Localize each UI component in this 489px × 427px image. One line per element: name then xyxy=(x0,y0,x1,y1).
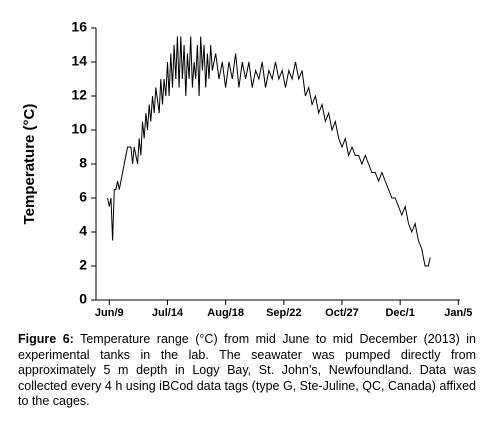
y-tick-label: 0 xyxy=(79,291,87,307)
x-tick-label: Jun/9 xyxy=(95,307,124,319)
caption-text: Temperature range (°C) from mid June to … xyxy=(18,332,476,408)
x-tick-label: Jan/5 xyxy=(444,307,472,319)
x-tick-label: Sep/22 xyxy=(266,307,301,319)
caption: Figure 6: Temperature range (°C) from mi… xyxy=(18,332,476,410)
x-tick-label: Jul/14 xyxy=(152,307,184,319)
y-tick-label: 2 xyxy=(79,257,87,273)
y-tick-label: 4 xyxy=(79,223,87,239)
x-tick-label: Aug/18 xyxy=(207,307,244,319)
caption-label: Figure 6: xyxy=(18,332,74,346)
data-line xyxy=(107,36,431,267)
y-tick-label: 16 xyxy=(71,19,87,35)
x-tick-label: Oct/27 xyxy=(325,307,359,319)
y-tick-label: 12 xyxy=(71,87,87,103)
y-axis-label: Temperature (°C) xyxy=(21,104,38,225)
chart: Temperature (°C) 0 2 4 6 8 10 12 14 16 Jun/9 Jul/1… xyxy=(21,19,472,319)
y-tick-label: 6 xyxy=(79,189,87,205)
y-tick-label: 14 xyxy=(71,53,87,69)
y-tick-label: 10 xyxy=(71,121,87,137)
y-tick-label: 8 xyxy=(79,155,87,171)
x-tick-label: Dec/1 xyxy=(385,307,414,319)
